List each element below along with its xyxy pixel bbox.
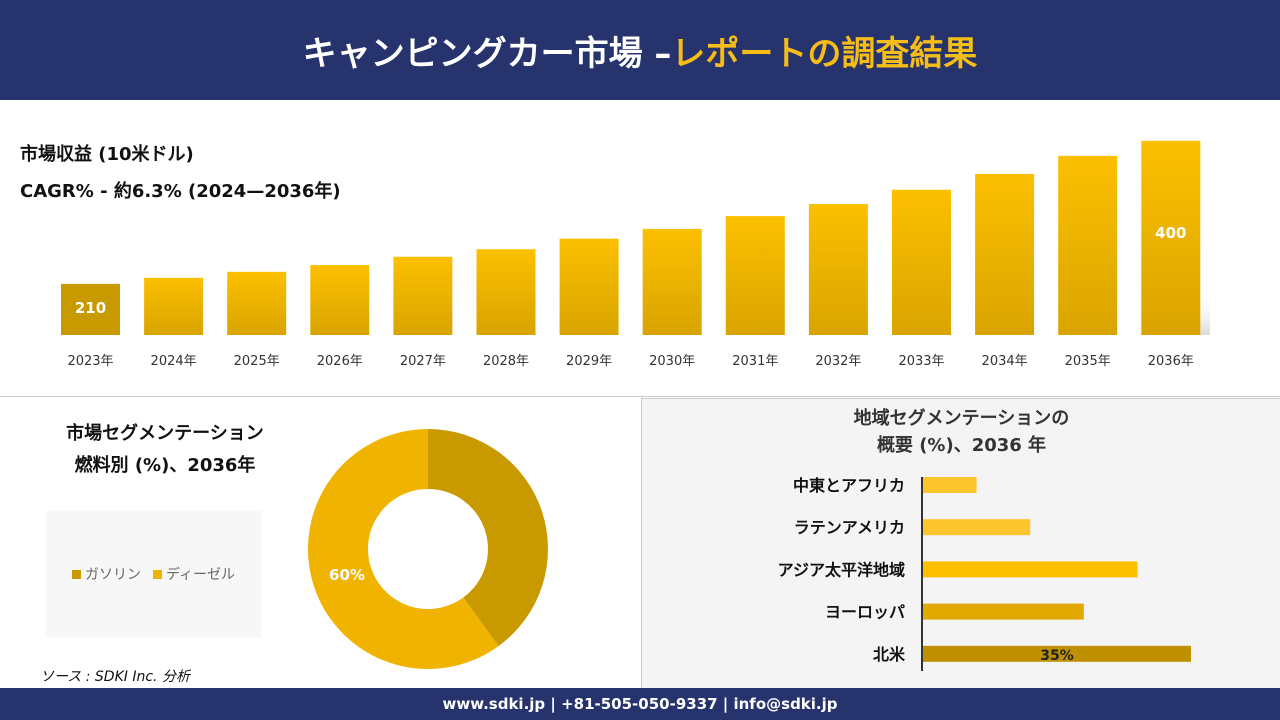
fuel-segment-panel: 市場セグメンテーション 燃料別 (%)、2036年 ガソリン ディーゼル 60%… [0,398,640,688]
fuel-legend: ガソリン ディーゼル [46,511,261,637]
chart-title: 市場収益 (10米ドル) [20,144,194,165]
x-tick-label: 2027年 [400,354,446,369]
revenue-bar [559,238,619,335]
donut-data-label: 60% [329,566,365,584]
region-bar [923,645,1191,662]
legend-gasoline: ガソリン [71,564,141,584]
x-tick-label: 2024年 [151,354,197,369]
footer-contact: www.sdki.jp | +81-505-050-9337 | info@sd… [0,688,1280,720]
x-tick-label: 2025年 [234,354,280,369]
region-title: 地域セグメンテーションの 概要 (%)、2036 年 [642,405,1280,459]
region-label: ラテンアメリカ [794,518,905,537]
revenue-bar [892,189,951,335]
x-tick-label: 2026年 [317,354,363,369]
region-label: 北米 [873,645,906,664]
donut-slice [428,429,549,647]
x-tick-label: 2031年 [732,354,778,369]
revenue-bar [642,228,702,335]
divider [0,396,1280,397]
x-tick-label: 2028年 [483,354,529,369]
revenue-bar-chart: 2023年 210 2024年 2025年 2026年 2027年 2028年 2029年 20… [61,140,1210,369]
region-label: アジア太平洋地域 [778,560,905,579]
chart-subtitle: CAGR% - 約6.3% (2024—2036年) [20,181,341,202]
revenue-bar [476,249,536,335]
title-white: キャンピングカー市場 – [302,33,672,74]
donut-slice [308,429,499,669]
x-tick-label: 2030年 [649,354,695,369]
region-title-line1: 地域セグメンテーションの [853,408,1070,429]
region-bar [923,561,1138,578]
fuel-title-line2: 燃料別 (%)、2036年 [74,455,256,476]
x-tick-label: 2023年 [67,354,113,369]
revenue-bar [725,216,785,335]
fuel-title: 市場セグメンテーション 燃料別 (%)、2036年 [30,418,300,482]
bar-data-label: 210 [75,299,106,317]
x-tick-label: 2032年 [815,354,861,369]
fuel-title-line1: 市場セグメンテーション [66,423,264,444]
region-bar [923,477,977,493]
revenue-bar [227,271,287,335]
source-note: ソース : SDKI Inc. 分析 [40,669,190,685]
region-data-label: 35% [1040,648,1074,664]
revenue-bar [393,256,453,335]
revenue-bar [144,277,204,335]
region-title-line2: 概要 (%)、2036 年 [876,435,1047,456]
x-tick-label: 2033年 [898,354,944,369]
region-label: ヨーロッパ [825,603,905,622]
header-banner: キャンピングカー市場 – レポートの調査結果 [0,0,1280,100]
region-label: 中東とアフリカ [793,476,905,495]
x-tick-label: 2034年 [982,354,1028,369]
revenue-bar [808,204,868,335]
region-bar [923,603,1084,620]
revenue-bar [1058,155,1118,335]
title-yellow: レポートの調査結果 [671,33,978,74]
legend-diesel: ディーゼル [152,564,235,584]
bar-data-label: 400 [1155,224,1186,242]
x-tick-label: 2035年 [1065,354,1111,369]
fuel-donut-chart: 60% [308,429,549,669]
region-segment-panel: 地域セグメンテーションの 概要 (%)、2036 年 中東とアフリカ ラテンアメリ… [641,398,1280,688]
x-tick-label: 2029年 [566,354,612,369]
revenue-bar [975,173,1035,335]
revenue-bar [310,265,370,335]
x-tick-label: 2036年 [1148,354,1194,369]
revenue-bar [1141,140,1201,335]
revenue-bar [61,283,120,335]
region-bar [923,519,1031,536]
